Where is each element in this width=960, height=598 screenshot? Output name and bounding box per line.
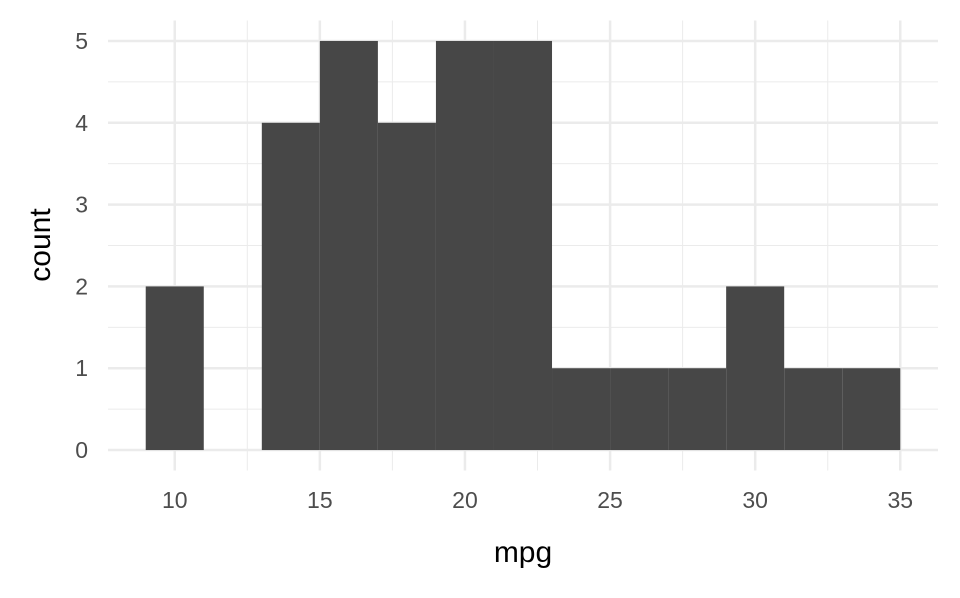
x-tick-label: 20 — [452, 487, 478, 513]
histogram-bar — [261, 122, 320, 451]
histogram-bar — [319, 40, 378, 451]
y-tick-label: 1 — [75, 355, 88, 381]
histogram-bar — [145, 286, 204, 451]
x-axis-title: mpg — [494, 536, 552, 569]
histogram-bar — [552, 368, 611, 451]
histogram-bar — [726, 286, 785, 451]
y-tick-label: 5 — [75, 28, 88, 54]
x-tick-label: 25 — [597, 487, 623, 513]
y-tick-label: 4 — [75, 110, 88, 136]
histogram-bar — [842, 368, 901, 451]
y-axis-title: count — [24, 208, 57, 282]
y-tick-label: 0 — [75, 437, 88, 463]
x-tick-label: 30 — [742, 487, 768, 513]
histogram-bar — [493, 40, 553, 451]
bars — [145, 40, 901, 451]
x-tick-label: 15 — [307, 487, 333, 513]
histogram-bar — [668, 368, 727, 451]
y-tick-label: 2 — [75, 273, 88, 299]
x-tick-labels: 10 15 20 25 30 35 — [162, 487, 913, 513]
histogram-bar — [377, 122, 436, 451]
histogram-bar — [610, 368, 669, 451]
histogram-bar — [435, 40, 494, 451]
y-tick-label: 3 — [75, 192, 88, 218]
y-tick-labels: 0 1 2 3 4 5 — [75, 28, 88, 463]
x-tick-label: 10 — [162, 487, 188, 513]
histogram-bar — [784, 368, 843, 451]
x-tick-label: 35 — [887, 487, 913, 513]
